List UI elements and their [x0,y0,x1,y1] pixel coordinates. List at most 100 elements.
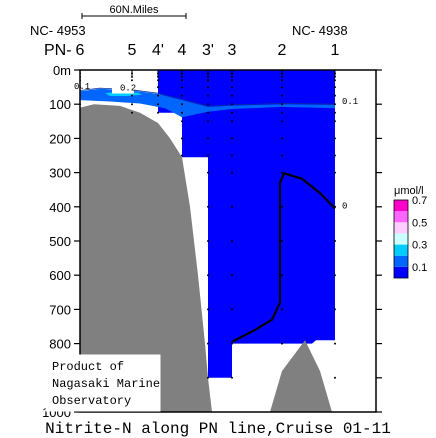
sample-point [334,94,336,97]
sea-bottom [80,104,212,412]
colorbar-swatch [394,222,408,234]
sample-point [131,75,133,78]
sample-point [334,171,336,174]
sample-point [207,240,209,242]
sample-point [334,205,336,208]
sample-point [207,86,209,89]
sample-point [231,154,233,157]
left-end-label: NC- 4953 [30,23,86,38]
sea-bottom-hill [270,340,332,412]
station-labels: 6 5 4' 4 3' 3 2 1 [76,42,340,59]
sample-point [334,79,336,82]
sample-point [281,308,283,311]
contour-band-0.1 [80,88,335,118]
sample-point [334,75,336,78]
sample-point [231,308,233,311]
y-tick-label: 0m [53,63,71,78]
y-tick-label: 700 [49,302,71,317]
sample-point [231,79,233,82]
sample-point [231,205,233,208]
sample-point [231,103,233,106]
contour-labels: 0.1 0.2 0.1 0 [74,81,358,212]
colorbar-swatch [394,200,408,212]
colorbar-tick-label: 0.1 [412,262,427,274]
station-label: 3' [202,42,214,59]
y-tick-label: 800 [49,337,71,352]
colorbar-tick-label: 0.5 [412,217,427,229]
sample-point [207,154,209,157]
y-tick-label: 500 [49,234,71,249]
station-label: 4' [152,42,164,59]
colorbar-swatch [394,266,408,278]
sample-point [157,103,159,106]
sample-point [231,171,233,174]
sample-point [334,120,336,123]
sample-point [281,240,283,242]
sample-point [231,137,233,140]
sample-point [207,137,209,140]
sample-point [131,111,133,114]
sample-point [281,137,283,140]
contour-label-bg [112,81,134,94]
station-label: 6 [76,42,85,59]
colorbar-swatch [394,244,408,256]
colorbar-swatch [394,233,408,245]
y-tick-label: 200 [49,131,71,146]
y-tick-label: 100 [49,97,71,112]
sample-point [181,137,183,140]
sample-point [231,111,233,114]
sample-point [334,274,336,277]
chart-title: Nitrite-N along PN line,Cruise 01-11 [45,420,391,438]
sample-point [334,137,336,140]
sample-point [334,342,336,345]
sample-point [207,111,209,114]
colorbar-tick-label: 0.7 [412,195,427,207]
scale-bar-label: 60N.Miles [110,4,159,16]
contour-line-0.1 [80,87,336,107]
sample-point [334,240,336,242]
sample-point [231,75,233,78]
sample-point [281,274,283,277]
sample-point [181,154,183,157]
sample-point [281,154,283,157]
sample-point [231,120,233,123]
sample-point [207,308,209,311]
contour-label: 0 [342,202,347,212]
sample-point [281,86,283,89]
sample-point [131,79,133,82]
colorbar-frame [393,199,409,279]
station-label: 4 [178,42,187,59]
sample-point [207,75,209,78]
sample-point [231,240,233,242]
sample-point [281,103,283,106]
sample-point [207,103,209,106]
sample-point [157,94,159,97]
sample-point [207,79,209,82]
colorbar-tick-label: 0.3 [412,240,427,252]
sample-point [231,274,233,277]
sample-point [181,86,183,89]
sample-point [334,376,336,379]
sample-point [281,342,283,345]
sample-point [281,120,283,123]
sample-point [231,94,233,97]
sample-point [281,171,283,174]
station-ticks [131,70,336,76]
sample-point [231,86,233,89]
station-label: 3 [228,42,237,59]
y-tick-label: 600 [49,268,71,283]
scale-bar [81,13,187,19]
sample-point [281,75,283,78]
watermark-line: Observatory [52,394,131,408]
sample-point [181,79,183,82]
sample-point [281,111,283,114]
sample-point [131,103,133,106]
watermark-line: Product of [52,360,124,374]
sample-point [207,376,209,379]
sample-point [207,205,209,208]
watermark-box [45,354,161,412]
contour-label: 0.1 [74,82,90,92]
sample-point [207,342,209,345]
sample-point [181,94,183,97]
